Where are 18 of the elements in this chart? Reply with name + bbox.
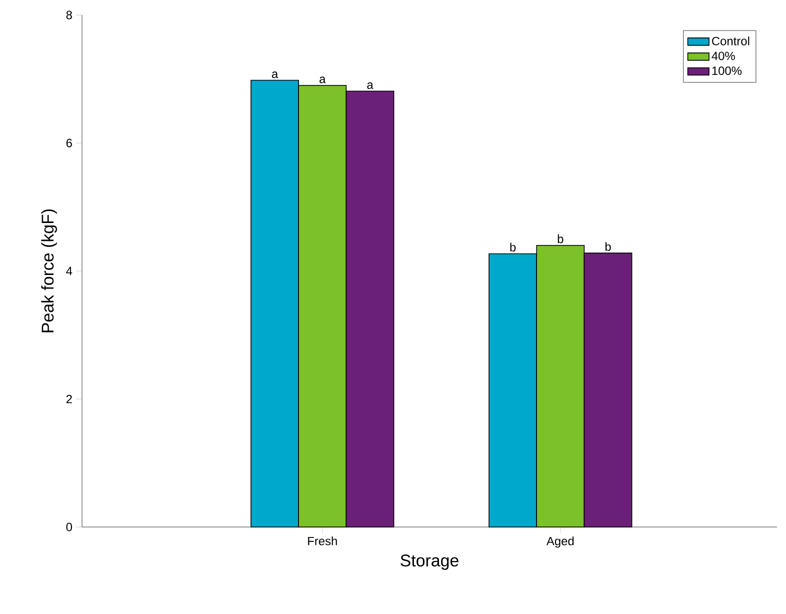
y-tick-label: 8 [66,10,72,20]
y-tick-label: 0 [66,522,72,532]
data-label: a [367,82,374,89]
legend-label: Control [712,36,750,46]
data-label: b [605,242,611,251]
legend-label: 40% [712,52,735,60]
data-label: a [320,76,326,84]
x-axis-title: Storage [400,554,458,570]
data-label: b [558,234,564,244]
data-label: a [272,72,278,78]
legend-label: 100% [712,66,742,75]
y-axis-title: Peak force (kgF) [41,209,57,332]
data-label: b [510,242,516,252]
x-tick-label: Fresh [308,536,337,546]
y-tick-label: 2 [66,394,72,404]
y-tick-label: 4 [66,266,72,276]
y-tick-label: 6 [66,138,72,148]
x-tick-label: Aged [546,536,574,548]
